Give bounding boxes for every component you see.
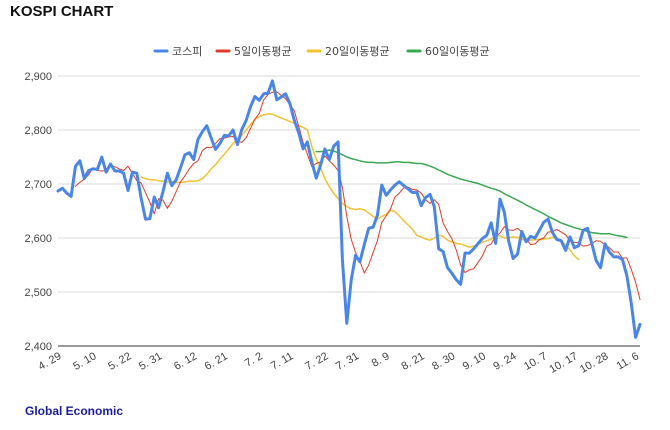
legend-label: 20일이동평균: [325, 44, 390, 58]
x-tick-label: 6. 12: [172, 350, 199, 373]
x-tick-label: 10. 7: [522, 350, 549, 373]
x-tick-label: 8. 21: [400, 350, 427, 373]
y-tick-label: 2,800: [24, 125, 52, 137]
x-tick-label: 8. 9: [370, 350, 392, 370]
x-tick-label: 7. 2: [243, 350, 265, 370]
source-label: Global Economic: [25, 404, 124, 418]
chart-legend: 코스피 5일이동평균 20일이동평균 60일이동평균: [153, 44, 490, 58]
y-tick-label: 2,400: [24, 341, 52, 353]
y-tick-label: 2,700: [24, 179, 52, 191]
series-line-2: [140, 113, 580, 261]
chart-series-group: [56, 79, 642, 339]
x-tick-label: 9. 10: [461, 350, 488, 373]
x-tick-label: 7. 11: [269, 350, 295, 372]
x-tick-label: 10. 28: [578, 350, 610, 376]
x-tick-label: 5. 10: [71, 350, 98, 373]
series-line-1: [75, 91, 641, 301]
chart-title: KOSPI CHART: [10, 3, 114, 20]
y-tick-label: 2,500: [24, 287, 52, 299]
x-tick-label: 8. 30: [430, 350, 457, 373]
legend-label: 5일이동평균: [234, 44, 292, 58]
legend-label: 코스피: [172, 45, 202, 58]
series-line-0: [56, 79, 642, 339]
x-tick-label: 6. 21: [203, 350, 230, 373]
x-tick-label: 7. 31: [334, 350, 361, 373]
x-tick-label: 5. 31: [137, 350, 164, 373]
legend-label: 60일이동평균: [425, 44, 490, 58]
x-tick-label: 4. 29: [36, 350, 63, 373]
series-line-3: [315, 149, 628, 239]
y-axis: 2,400 2,500 2,600 2,700 2,800 2,900: [24, 71, 52, 353]
x-tick-label: 5. 22: [106, 350, 133, 373]
x-tick-label: 11. 6: [615, 350, 641, 372]
y-tick-label: 2,600: [24, 233, 52, 245]
y-tick-label: 2,900: [24, 71, 52, 83]
x-axis: 4. 29 5. 10 5. 22 5. 31 6. 12 6. 21 7. 2 7. 11 7…: [36, 350, 641, 376]
x-tick-label: 9. 24: [491, 350, 518, 373]
x-tick-label: 7. 22: [303, 350, 330, 373]
x-tick-label: 10. 17: [547, 350, 579, 376]
